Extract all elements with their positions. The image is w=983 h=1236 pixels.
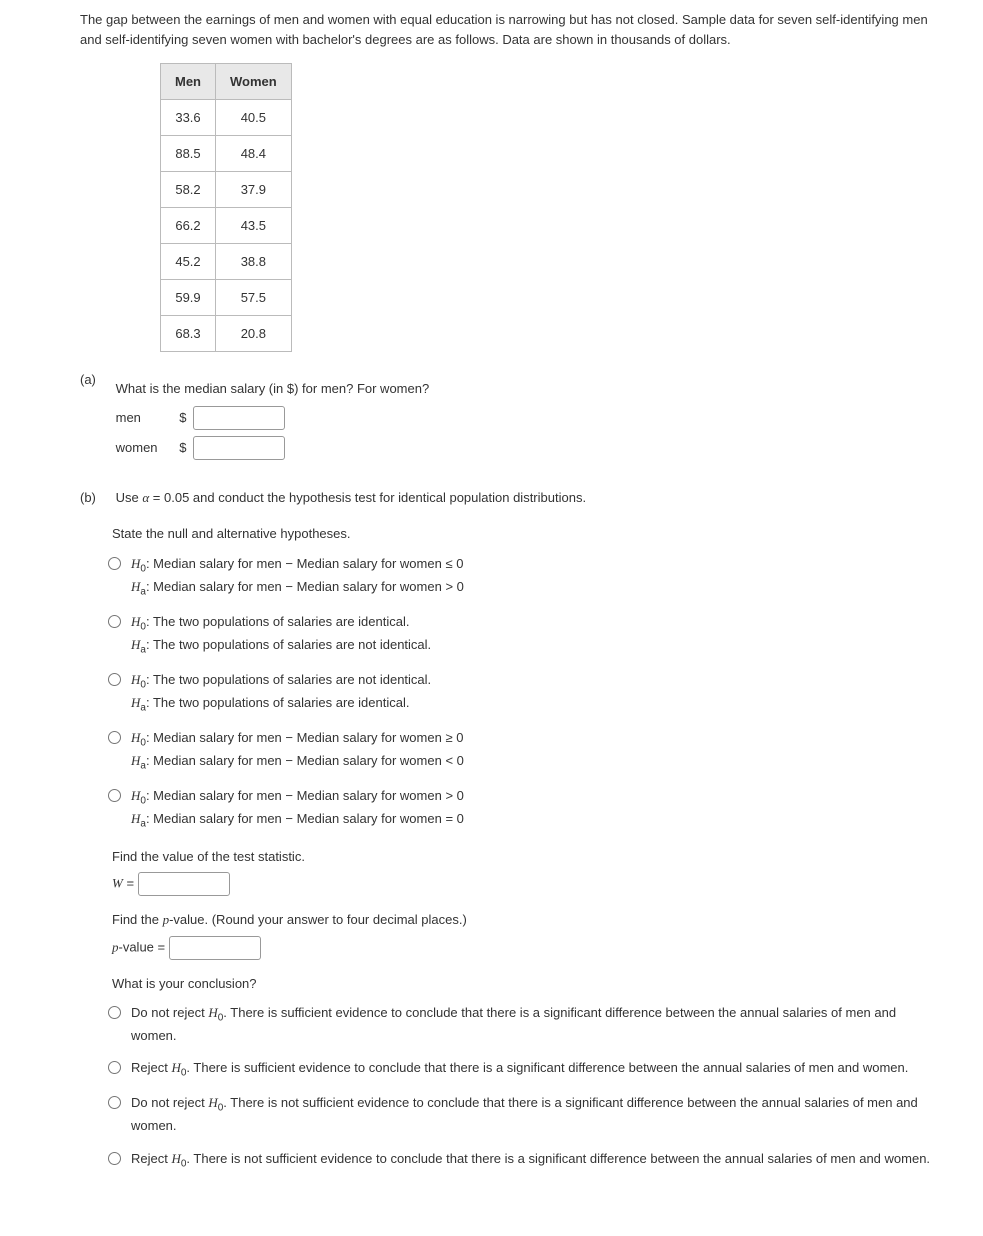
table-cell: 68.3: [161, 316, 216, 352]
women-label: women: [116, 437, 176, 459]
table-row: 33.640.5: [161, 100, 292, 136]
hypothesis-option: H0: The two populations of salaries are …: [108, 612, 943, 658]
part-a-label: (a): [80, 372, 112, 387]
table-cell: 59.9: [161, 280, 216, 316]
conclusion-radio[interactable]: [108, 1152, 121, 1165]
part-b-intro: Use α = 0.05 and conduct the hypothesis …: [116, 490, 586, 505]
men-median-input[interactable]: [193, 406, 285, 430]
state-hypotheses-label: State the null and alternative hypothese…: [112, 524, 943, 544]
conclusion-text: Reject H0. There is sufficient evidence …: [131, 1058, 943, 1081]
table-row: 88.548.4: [161, 136, 292, 172]
dollar-sign: $: [179, 440, 186, 455]
equals-sign: =: [123, 875, 138, 890]
table-cell: 45.2: [161, 244, 216, 280]
table-header-cell: Women: [216, 64, 292, 100]
hypothesis-option: H0: Median salary for men − Median salar…: [108, 728, 943, 774]
table-body: 33.640.588.548.458.237.966.243.545.238.8…: [161, 100, 292, 352]
men-label: men: [116, 407, 176, 429]
question-page: The gap between the earnings of men and …: [0, 0, 983, 1236]
conclusion-option: Reject H0. There is sufficient evidence …: [108, 1058, 943, 1081]
conclusion-option: Reject H0. There is not sufficient evide…: [108, 1149, 943, 1172]
table-cell: 40.5: [216, 100, 292, 136]
pvalue-instruction: Find the p-value. (Round your answer to …: [112, 910, 943, 930]
women-median-input[interactable]: [193, 436, 285, 460]
table-cell: 20.8: [216, 316, 292, 352]
table-row: 45.238.8: [161, 244, 292, 280]
conclusion-text: Do not reject H0. There is sufficient ev…: [131, 1003, 943, 1046]
pvalue-prefix: p-value =: [112, 939, 169, 954]
hypothesis-text: H0: The two populations of salaries are …: [131, 670, 943, 716]
table-row: 58.237.9: [161, 172, 292, 208]
w-symbol: W: [112, 875, 123, 890]
pvalue-input[interactable]: [169, 936, 261, 960]
test-statistic-label: Find the value of the test statistic.: [112, 847, 943, 867]
table-cell: 43.5: [216, 208, 292, 244]
hypotheses-radio-group: H0: Median salary for men − Median salar…: [108, 554, 943, 833]
hypothesis-radio[interactable]: [108, 615, 121, 628]
hypothesis-text: H0: Median salary for men − Median salar…: [131, 554, 943, 600]
data-table: MenWomen 33.640.588.548.458.237.966.243.…: [160, 63, 292, 352]
table-row: 68.320.8: [161, 316, 292, 352]
table-cell: 33.6: [161, 100, 216, 136]
conclusion-label: What is your conclusion?: [112, 974, 943, 994]
conclusion-radio[interactable]: [108, 1096, 121, 1109]
table-row: 66.243.5: [161, 208, 292, 244]
table-header-row: MenWomen: [161, 64, 292, 100]
conclusion-text: Reject H0. There is not sufficient evide…: [131, 1149, 943, 1172]
hypothesis-text: H0: Median salary for men − Median salar…: [131, 728, 943, 774]
hypothesis-option: H0: The two populations of salaries are …: [108, 670, 943, 716]
hypothesis-option: H0: Median salary for men − Median salar…: [108, 786, 943, 832]
table-cell: 57.5: [216, 280, 292, 316]
conclusion-option: Do not reject H0. There is sufficient ev…: [108, 1003, 943, 1046]
hypothesis-radio[interactable]: [108, 789, 121, 802]
table-row: 59.957.5: [161, 280, 292, 316]
table-cell: 48.4: [216, 136, 292, 172]
table-cell: 37.9: [216, 172, 292, 208]
conclusion-radio[interactable]: [108, 1061, 121, 1074]
part-b: (b) Use α = 0.05 and conduct the hypothe…: [80, 490, 943, 1172]
hypothesis-text: H0: The two populations of salaries are …: [131, 612, 943, 658]
conclusion-option: Do not reject H0. There is not sufficien…: [108, 1093, 943, 1136]
table-cell: 66.2: [161, 208, 216, 244]
hypothesis-text: H0: Median salary for men − Median salar…: [131, 786, 943, 832]
w-input[interactable]: [138, 872, 230, 896]
part-b-label: (b): [80, 490, 112, 505]
table-cell: 38.8: [216, 244, 292, 280]
dollar-sign: $: [179, 410, 186, 425]
hypothesis-radio[interactable]: [108, 673, 121, 686]
table-header-cell: Men: [161, 64, 216, 100]
table-cell: 58.2: [161, 172, 216, 208]
conclusion-radio-group: Do not reject H0. There is sufficient ev…: [108, 1003, 943, 1172]
part-a-question: What is the median salary (in $) for men…: [116, 378, 939, 400]
table-cell: 88.5: [161, 136, 216, 172]
conclusion-radio[interactable]: [108, 1006, 121, 1019]
hypothesis-radio[interactable]: [108, 731, 121, 744]
intro-text: The gap between the earnings of men and …: [80, 10, 943, 49]
conclusion-text: Do not reject H0. There is not sufficien…: [131, 1093, 943, 1136]
hypothesis-option: H0: Median salary for men − Median salar…: [108, 554, 943, 600]
part-a: (a) What is the median salary (in $) for…: [80, 372, 943, 466]
hypothesis-radio[interactable]: [108, 557, 121, 570]
